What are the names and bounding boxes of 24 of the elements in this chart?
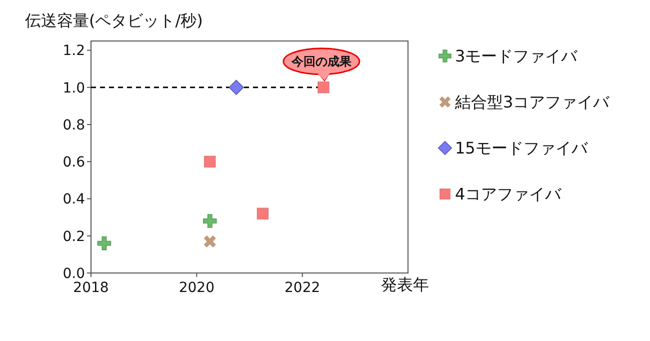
legend-label: 15モードファイバ — [455, 138, 588, 158]
y-tick-label: 0.2 — [62, 228, 85, 245]
x-tick-label: 2018 — [73, 280, 109, 296]
point — [256, 208, 269, 220]
legend-label: 4コアファイバ — [455, 184, 562, 204]
annotation: 今回の成果 — [290, 54, 352, 69]
point — [318, 82, 330, 94]
y-tick-label: 0.4 — [62, 192, 86, 208]
point — [204, 235, 216, 248]
y-tick-label: 1.0 — [62, 80, 85, 96]
y-tick-label: 0.8 — [62, 117, 85, 134]
x-tick-label: 2020 — [178, 280, 214, 296]
point — [204, 156, 216, 168]
legend-label: 3モードファイバ — [455, 46, 578, 66]
y-tick-label: 0.0 — [62, 266, 85, 282]
x-axis-title: 発表年 — [381, 275, 429, 294]
x-tick-label: 2022 — [284, 280, 320, 296]
legend-label: 結合型3コアファイバ — [454, 92, 610, 112]
y-axis-title: 伝送容量(ペタビット/秒) — [25, 11, 203, 30]
point — [228, 80, 244, 95]
y-tick-label: 1.2 — [62, 43, 85, 60]
point — [97, 236, 112, 250]
y-tick-label: 0.6 — [62, 154, 86, 171]
point — [202, 214, 217, 228]
